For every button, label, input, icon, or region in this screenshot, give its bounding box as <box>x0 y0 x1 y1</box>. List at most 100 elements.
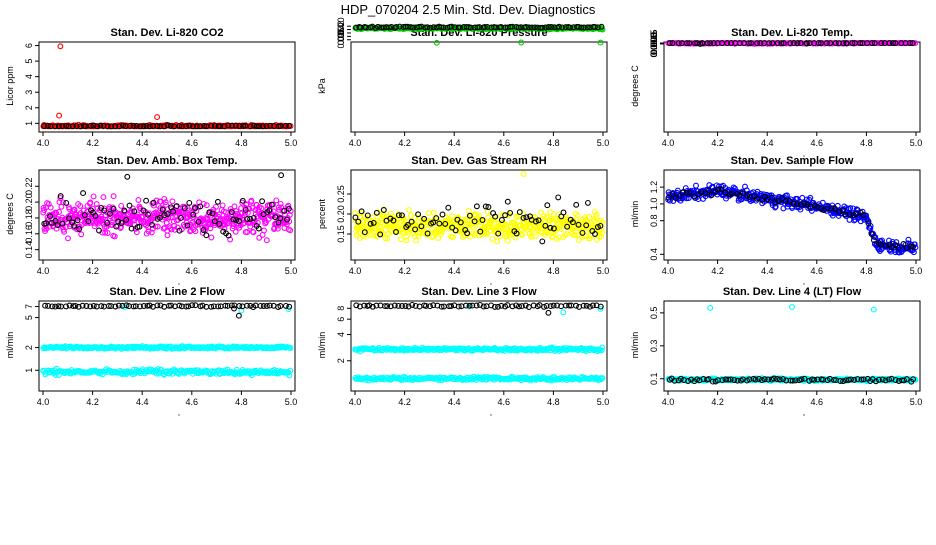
plot-frame <box>38 169 296 261</box>
series-reference <box>352 194 604 245</box>
y-axis-label: ml/min <box>630 201 640 228</box>
x-axis-label-mark <box>490 414 492 416</box>
data-point <box>765 376 772 383</box>
data-point <box>76 211 83 218</box>
series-reference <box>41 122 293 130</box>
data-point <box>547 224 554 231</box>
data-point <box>123 302 130 309</box>
data-point <box>851 376 858 383</box>
data-point <box>563 231 570 238</box>
x-tick-label: 4.4 <box>761 266 774 276</box>
data-point <box>57 43 64 50</box>
data-point <box>41 123 48 129</box>
data-point <box>583 222 590 229</box>
data-point <box>254 219 261 226</box>
panel-9: Stan. Dev. Line 4 (LT) Flow 4.0 4.2 4.4 4.6 4… <box>630 286 922 416</box>
data-point <box>549 233 556 239</box>
data-point <box>263 123 270 130</box>
data-point <box>404 222 411 228</box>
data-point <box>715 186 722 193</box>
data-point <box>669 40 676 47</box>
data-point <box>418 223 425 230</box>
data-point <box>686 189 693 196</box>
y-tick-label: 0.00 <box>336 17 346 35</box>
data-point <box>573 201 580 208</box>
data-point <box>250 122 257 129</box>
data-point <box>170 208 176 215</box>
data-point <box>208 122 215 129</box>
data-point <box>123 216 130 223</box>
data-point <box>242 206 249 213</box>
data-point <box>445 204 452 211</box>
data-point <box>256 234 263 241</box>
x-tick-label: 4.8 <box>547 397 560 407</box>
plot-frame <box>350 300 608 392</box>
data-point <box>161 212 168 219</box>
data-point <box>119 302 126 309</box>
data-point <box>183 123 190 130</box>
plot-frame <box>38 300 296 392</box>
data-point <box>476 24 483 31</box>
data-point <box>780 40 787 47</box>
data-point <box>886 40 893 47</box>
data-point <box>235 312 242 319</box>
data-point <box>892 377 899 383</box>
data-point <box>74 217 81 224</box>
data-point <box>438 228 445 235</box>
data-point <box>277 215 284 222</box>
data-point <box>94 123 101 130</box>
data-point <box>843 40 850 47</box>
data-point <box>449 224 456 231</box>
x-tick-label: 4.4 <box>448 266 461 276</box>
data-point <box>415 211 422 218</box>
data-point <box>523 23 529 30</box>
data-point <box>44 122 51 129</box>
data-point <box>87 303 94 310</box>
data-point <box>728 40 735 47</box>
data-point <box>132 303 139 310</box>
data-point <box>137 123 144 130</box>
data-point <box>858 376 865 383</box>
data-point <box>772 203 779 210</box>
data-point <box>287 367 294 374</box>
y-tick-label: 0.1 <box>649 373 659 386</box>
data-point <box>745 40 752 47</box>
data-point <box>185 303 192 310</box>
data-point <box>699 40 706 47</box>
data-point <box>236 123 243 129</box>
data-point <box>380 213 387 220</box>
data-point <box>895 244 902 251</box>
data-point <box>157 302 164 309</box>
data-point <box>277 303 284 309</box>
data-point <box>112 123 119 130</box>
data-point <box>591 23 598 30</box>
y-axis-label: degrees C <box>5 193 15 235</box>
data-point <box>860 212 867 218</box>
y-tick-label: 0.8 <box>649 214 659 227</box>
data-point <box>504 237 511 244</box>
data-point <box>236 218 242 224</box>
data-point <box>840 378 847 385</box>
data-point <box>530 302 537 309</box>
x-tick-label: 5.0 <box>285 266 298 276</box>
data-point <box>164 122 171 129</box>
y-axis-label: degrees C <box>630 65 640 107</box>
data-point <box>758 377 765 384</box>
data-point <box>666 40 673 47</box>
data-point <box>860 376 867 383</box>
data-point <box>513 302 520 309</box>
x-tick-label: 4.4 <box>136 397 149 407</box>
data-point <box>184 222 191 229</box>
data-point <box>823 40 830 47</box>
panel-7: Stan. Dev. Line 2 Flow 4.0 4.2 4.4 4.6 4.8 5.0… <box>5 286 297 416</box>
y-tick-label: 6 <box>24 43 34 48</box>
data-point <box>244 229 251 235</box>
data-point <box>287 345 294 351</box>
data-point <box>144 302 151 309</box>
data-point <box>412 226 419 233</box>
data-point <box>101 207 108 214</box>
data-point <box>206 209 213 216</box>
data-point <box>481 23 488 30</box>
data-point <box>227 206 234 213</box>
data-point <box>868 231 875 238</box>
